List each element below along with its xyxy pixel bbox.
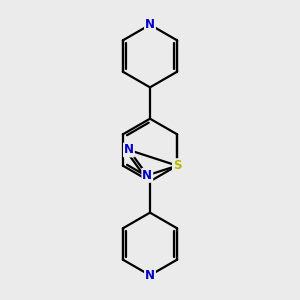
Text: S: S: [173, 159, 182, 172]
Text: N: N: [142, 169, 152, 182]
Text: N: N: [145, 18, 155, 31]
Text: N: N: [145, 269, 155, 282]
Text: N: N: [124, 143, 134, 157]
